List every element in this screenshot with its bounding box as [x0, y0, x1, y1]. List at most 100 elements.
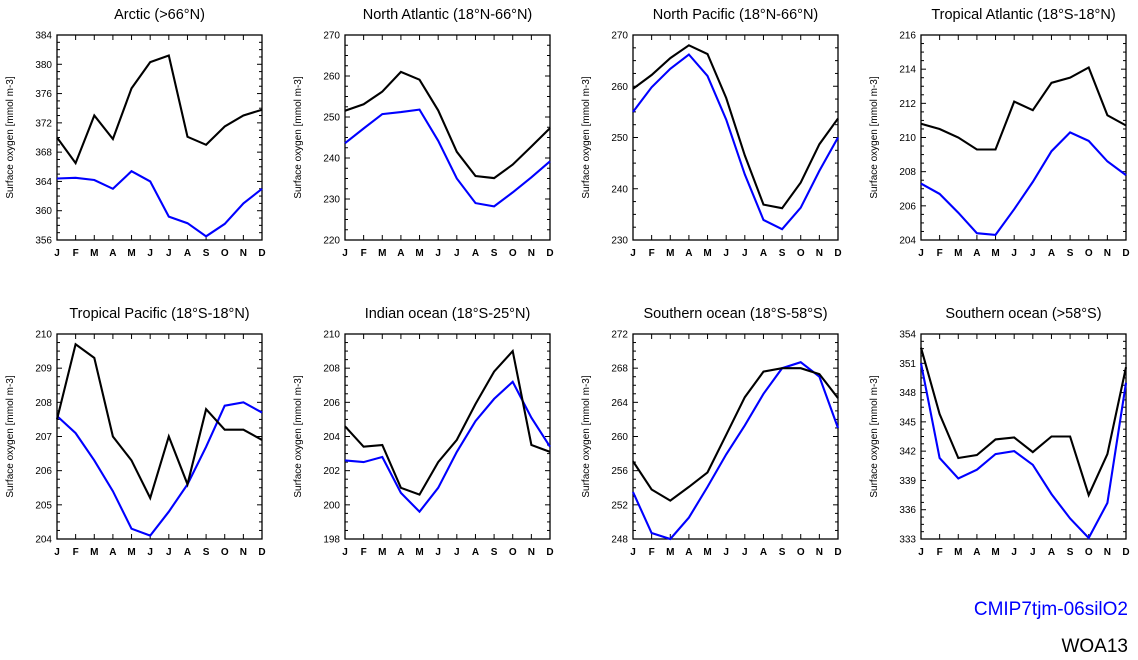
plot-frame — [920, 333, 1127, 540]
x-tick-label: M — [954, 248, 962, 259]
y-tick-label: 214 — [899, 65, 916, 76]
y-tick-label: 204 — [899, 236, 916, 247]
x-tick-label: M — [666, 547, 674, 558]
x-tick-label: N — [528, 547, 535, 558]
y-tick-label: 270 — [323, 31, 340, 42]
y-tick-label: 240 — [611, 184, 628, 195]
panel-8: Southern ocean (>58°S) Surface oxygen [mm… — [869, 306, 1130, 558]
x-tick-label: F — [937, 248, 943, 259]
y-tick-label: 360 — [35, 206, 52, 217]
x-tick-label: A — [397, 248, 404, 259]
x-tick-label: A — [685, 547, 692, 558]
y-tick-label: 210 — [899, 133, 916, 144]
x-tick-label: J — [742, 547, 748, 558]
x-tick-label: D — [258, 547, 265, 558]
y-tick-label: 220 — [323, 236, 340, 247]
y-tick-label: 268 — [611, 364, 628, 375]
x-tick-label: D — [546, 547, 553, 558]
panel-title: North Pacific (18°N-66°N) — [653, 7, 819, 23]
x-tick-label: N — [816, 248, 823, 259]
x-tick-label: F — [361, 547, 367, 558]
y-axis-label: Surface oxygen [mmol m-3] — [869, 375, 880, 497]
series-line-model — [919, 363, 1128, 540]
x-tick-label: A — [184, 248, 191, 259]
y-tick-label: 372 — [35, 118, 52, 129]
x-tick-label: J — [918, 547, 924, 558]
panel-title: Indian ocean (18°S-25°N) — [365, 306, 531, 322]
y-tick-label: 333 — [899, 535, 916, 546]
y-tick-label: 208 — [899, 167, 916, 178]
series-line-model — [632, 53, 839, 231]
plot-frame — [344, 333, 551, 540]
x-tick-label: S — [779, 248, 786, 259]
x-tick-label: M — [991, 547, 999, 558]
x-tick-label: O — [509, 248, 517, 259]
y-tick-label: 351 — [899, 359, 916, 370]
x-tick-label: M — [991, 248, 999, 259]
x-tick-label: D — [834, 248, 841, 259]
x-tick-label: J — [723, 547, 729, 558]
panel-title: North Atlantic (18°N-66°N) — [363, 7, 533, 23]
y-tick-label: 207 — [35, 432, 52, 443]
panel-2: North Atlantic (18°N-66°N) Surface oxygen… — [293, 7, 554, 259]
series-line-observation — [344, 70, 551, 180]
y-tick-label: 342 — [899, 447, 916, 458]
x-tick-label: N — [1104, 547, 1111, 558]
x-tick-label: O — [221, 547, 229, 558]
x-tick-label: J — [166, 547, 172, 558]
x-tick-label: A — [472, 248, 479, 259]
panel-6: Indian ocean (18°S-25°N) Surface oxygen [… — [293, 306, 554, 558]
x-tick-label: J — [723, 248, 729, 259]
x-tick-label: J — [918, 248, 924, 259]
x-tick-label: J — [166, 248, 172, 259]
series-line-observation — [55, 342, 263, 501]
y-tick-label: 205 — [35, 500, 52, 511]
panel-title: Southern ocean (18°S-58°S) — [643, 306, 827, 322]
x-tick-label: F — [649, 248, 655, 259]
x-tick-label: M — [127, 248, 135, 259]
y-tick-label: 248 — [611, 535, 628, 546]
series-line-model — [632, 361, 839, 541]
panel-4: Tropical Atlantic (18°S-18°N) Surface oxy… — [869, 7, 1130, 259]
panel-title: Southern ocean (>58°S) — [945, 306, 1101, 322]
y-tick-label: 345 — [899, 417, 916, 428]
y-tick-label: 339 — [899, 476, 916, 487]
x-tick-label: J — [435, 547, 441, 558]
y-tick-label: 356 — [35, 236, 52, 247]
x-tick-label: A — [109, 547, 116, 558]
x-tick-label: J — [1011, 248, 1017, 259]
x-tick-label: A — [685, 248, 692, 259]
y-tick-label: 348 — [899, 388, 916, 399]
x-tick-label: D — [258, 248, 265, 259]
x-tick-label: A — [973, 248, 980, 259]
y-tick-label: 264 — [611, 398, 628, 409]
y-tick-label: 208 — [35, 398, 52, 409]
x-tick-label: J — [1011, 547, 1017, 558]
x-tick-label: J — [435, 248, 441, 259]
x-tick-label: J — [342, 547, 348, 558]
series-line-observation — [56, 54, 263, 166]
series-line-observation — [632, 367, 839, 502]
x-tick-label: J — [1030, 547, 1036, 558]
panel-5: Tropical Pacific (18°S-18°N) Surface oxyg… — [5, 306, 266, 558]
y-tick-label: 212 — [899, 99, 916, 110]
series-line-observation — [632, 44, 839, 210]
x-tick-label: S — [491, 248, 498, 259]
y-tick-label: 272 — [611, 330, 628, 341]
x-tick-label: M — [378, 248, 386, 259]
x-tick-label: S — [491, 547, 498, 558]
x-tick-label: M — [703, 547, 711, 558]
y-tick-label: 250 — [323, 113, 340, 124]
x-tick-label: N — [240, 547, 247, 558]
y-tick-label: 204 — [35, 535, 52, 546]
x-tick-label: J — [147, 547, 153, 558]
x-tick-label: J — [742, 248, 748, 259]
y-axis-label: Surface oxygen [mmol m-3] — [581, 375, 592, 497]
series-line-model — [920, 131, 1127, 236]
x-tick-label: O — [509, 547, 517, 558]
x-tick-label: J — [454, 248, 460, 259]
y-axis-label: Surface oxygen [mmol m-3] — [581, 76, 592, 198]
x-tick-label: M — [666, 248, 674, 259]
x-tick-label: O — [797, 547, 805, 558]
